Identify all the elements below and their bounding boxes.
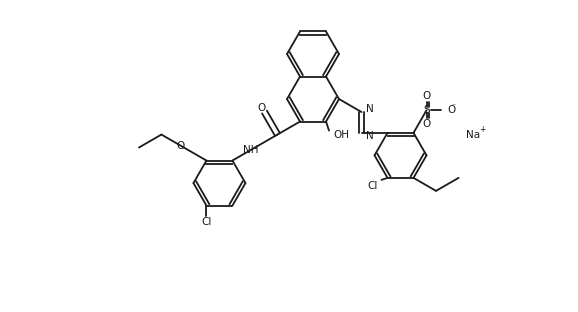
Text: S: S <box>423 105 430 115</box>
Text: NH: NH <box>243 144 259 154</box>
Text: Cl: Cl <box>201 217 212 227</box>
Text: O: O <box>423 91 431 101</box>
Text: O: O <box>257 103 266 113</box>
Text: OH: OH <box>333 129 349 139</box>
Text: Na: Na <box>466 129 480 139</box>
Text: +: + <box>479 125 486 134</box>
Text: O: O <box>447 105 456 115</box>
Text: Cl: Cl <box>368 181 377 191</box>
Text: ⁻: ⁻ <box>451 102 455 111</box>
Text: N: N <box>365 104 373 114</box>
Text: N: N <box>365 131 373 141</box>
Text: O: O <box>177 140 185 151</box>
Text: O: O <box>423 119 431 129</box>
